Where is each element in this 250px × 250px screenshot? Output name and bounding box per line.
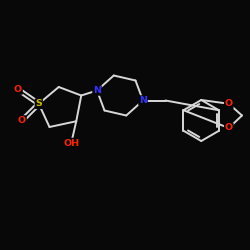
Text: OH: OH — [63, 138, 79, 147]
Text: O: O — [14, 85, 22, 94]
Text: N: N — [93, 86, 101, 95]
Text: O: O — [225, 99, 233, 108]
Text: N: N — [139, 96, 147, 105]
Text: S: S — [36, 99, 42, 108]
Text: O: O — [18, 116, 26, 125]
Text: O: O — [225, 124, 233, 132]
